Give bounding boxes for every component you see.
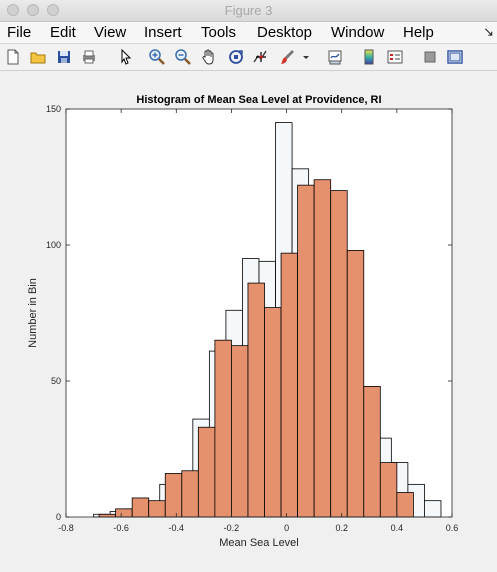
x-tick-label: -0.2 bbox=[224, 523, 240, 533]
x-tick-label: 0.6 bbox=[446, 523, 459, 533]
histogram-bar-series-2 bbox=[396, 492, 414, 518]
histogram-chart: -0.8 -0.6 -0.4 -0.2 0 0.2 0.4 0.6 0 50 100 150 Hist… bbox=[27, 94, 459, 549]
histogram-bar-series-2 bbox=[197, 426, 216, 518]
open-file-icon[interactable] bbox=[29, 48, 47, 66]
title-bar: Figure 3 bbox=[0, 0, 497, 22]
histogram-bar-series-2 bbox=[330, 190, 348, 518]
histogram-bar-series-1 bbox=[424, 500, 442, 518]
axes-box bbox=[65, 108, 453, 518]
menu-view[interactable]: View bbox=[94, 24, 127, 41]
show-plot-tools-icon[interactable] bbox=[446, 48, 464, 66]
menu-tools[interactable]: Tools bbox=[201, 24, 237, 41]
menu-desktop[interactable]: Desktop bbox=[257, 24, 313, 41]
insert-colorbar-icon[interactable] bbox=[360, 48, 378, 66]
menu-window[interactable]: Window bbox=[331, 24, 385, 41]
brush-dropdown-icon[interactable] bbox=[301, 48, 311, 66]
histogram-bar-series-2 bbox=[363, 386, 381, 518]
x-tick-label: -0.8 bbox=[58, 523, 74, 533]
y-tick-label: 100 bbox=[46, 240, 61, 250]
menu-help[interactable]: Help bbox=[403, 24, 434, 41]
histogram-bar-series-2 bbox=[231, 345, 249, 518]
y-tick-label: 150 bbox=[46, 104, 61, 114]
histogram-bar-series-2 bbox=[181, 470, 199, 518]
x-axis-label: Mean Sea Level bbox=[219, 537, 299, 549]
x-tick-label: 0 bbox=[284, 523, 289, 533]
histogram-bar-series-2 bbox=[115, 508, 133, 518]
x-tick-label: 0.4 bbox=[391, 523, 404, 533]
insert-legend-icon[interactable] bbox=[386, 48, 404, 66]
hide-plot-tools-icon[interactable] bbox=[421, 48, 439, 66]
histogram-bar-series-2 bbox=[313, 179, 332, 518]
zoom-window-button[interactable] bbox=[47, 4, 59, 16]
menu-insert[interactable]: Insert bbox=[144, 24, 182, 41]
pointer-icon[interactable] bbox=[117, 48, 135, 66]
x-tick-label: 0.2 bbox=[335, 523, 348, 533]
data-cursor-icon[interactable] bbox=[252, 48, 270, 66]
print-icon[interactable] bbox=[80, 48, 98, 66]
figure-canvas: -0.8 -0.6 -0.4 -0.2 0 0.2 0.4 0.6 0 50 100 150 Hist… bbox=[0, 71, 497, 572]
zoom-out-icon[interactable] bbox=[174, 48, 192, 66]
minimize-window-button[interactable] bbox=[27, 4, 39, 16]
save-icon[interactable] bbox=[55, 48, 73, 66]
histogram-bar-series-2 bbox=[164, 473, 183, 518]
histogram-bar-series-2 bbox=[131, 497, 150, 518]
window-title: Figure 3 bbox=[224, 3, 273, 18]
histogram-bar-series-2 bbox=[148, 500, 166, 518]
brush-icon[interactable] bbox=[278, 48, 296, 66]
histogram-bar-series-2 bbox=[98, 513, 117, 518]
y-tick-label: 0 bbox=[56, 512, 61, 522]
histogram-bar-series-2 bbox=[280, 252, 298, 518]
histogram-bar-series-2 bbox=[297, 184, 315, 518]
y-tick-label: 50 bbox=[51, 376, 61, 386]
close-window-button[interactable] bbox=[7, 4, 19, 16]
dock-arrow-icon[interactable]: ↘ bbox=[483, 24, 494, 39]
x-tick-label: -0.6 bbox=[113, 523, 129, 533]
figure-toolbar bbox=[0, 44, 497, 71]
histogram-bar-series-2 bbox=[264, 307, 282, 518]
menu-edit[interactable]: Edit bbox=[50, 24, 76, 41]
new-figure-icon[interactable] bbox=[4, 48, 22, 66]
y-axis-label: Number in Bin bbox=[27, 278, 39, 348]
link-plot-icon[interactable] bbox=[326, 48, 344, 66]
chart-title: Histogram of Mean Sea Level at Providenc… bbox=[136, 94, 381, 106]
histogram-bar-series-2 bbox=[247, 282, 265, 518]
rotate-3d-icon[interactable] bbox=[227, 48, 245, 66]
histogram-bar-series-2 bbox=[379, 462, 398, 518]
menu-file[interactable]: File bbox=[7, 24, 32, 41]
histogram-bar-series-2 bbox=[214, 339, 232, 518]
histogram-bar-series-2 bbox=[346, 250, 365, 518]
menu-bar: File Edit View Insert Tools Desktop Wind… bbox=[0, 22, 497, 44]
zoom-in-icon[interactable] bbox=[148, 48, 166, 66]
pan-hand-icon[interactable] bbox=[200, 48, 218, 66]
x-tick-label: -0.4 bbox=[169, 523, 185, 533]
